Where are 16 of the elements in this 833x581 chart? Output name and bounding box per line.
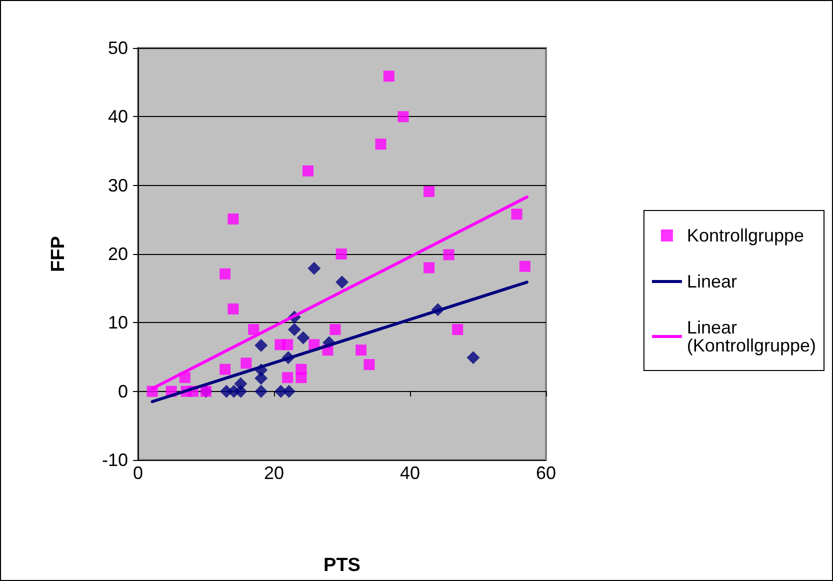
legend-label: Kontrollgruppe [686, 226, 804, 246]
y-tick-label: 20 [108, 244, 128, 264]
y-axis-title: FFP [48, 236, 69, 272]
x-tick-label: 20 [264, 463, 284, 483]
x-axis-title: PTS [324, 555, 360, 576]
y-tick-label: -10 [102, 450, 128, 470]
x-tick-label: 60 [536, 463, 556, 483]
legend-label: Linear (Kontrollgruppe) [686, 318, 816, 356]
x-tick-label: 0 [132, 463, 144, 483]
y-tick-label: 30 [108, 175, 128, 196]
x-tick-label: 40 [400, 463, 420, 483]
y-tick-label: 0 [118, 381, 128, 402]
y-tick-label: 40 [108, 106, 128, 127]
legend-label: Linear [686, 272, 737, 292]
y-tick-label: 10 [108, 312, 128, 333]
y-tick-label: 50 [108, 38, 128, 58]
